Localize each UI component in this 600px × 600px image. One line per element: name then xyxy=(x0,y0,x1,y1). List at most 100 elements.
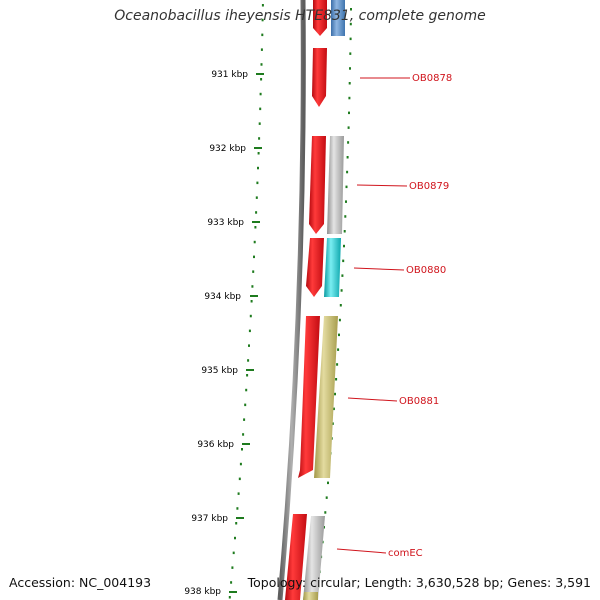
track-dot xyxy=(325,496,328,499)
gene-label-leader xyxy=(353,267,405,271)
ruler-dot xyxy=(245,388,248,392)
gene-arrow xyxy=(313,0,327,36)
ruler-dot xyxy=(257,166,259,170)
track-dot xyxy=(349,67,351,70)
ruler-dot xyxy=(236,507,239,510)
track-dot xyxy=(331,422,334,425)
track-dot xyxy=(347,141,350,144)
track-dot xyxy=(336,363,339,366)
track-dot xyxy=(349,22,352,26)
gene-bar xyxy=(303,516,325,600)
ruler-tick-label: 937 kbp xyxy=(191,514,228,524)
ruler-dot xyxy=(259,92,262,96)
ruler-dot xyxy=(257,152,260,155)
ruler-dot xyxy=(254,226,257,229)
ruler-dot xyxy=(260,48,263,51)
ruler-dot xyxy=(252,270,255,273)
ruler-dot xyxy=(228,596,231,599)
gene-bar xyxy=(331,0,345,36)
ruler-dot xyxy=(256,181,259,185)
ruler-dot xyxy=(255,211,258,214)
ruler-tick-label: 931 kbp xyxy=(211,70,248,80)
gene-arrow xyxy=(298,316,320,478)
ruler-dot xyxy=(251,285,254,288)
sequence-backbone xyxy=(277,0,306,600)
forward-strand-genes xyxy=(285,0,327,600)
ruler-minor-ticks xyxy=(228,4,264,599)
track-dot xyxy=(344,215,347,218)
ruler-dot xyxy=(235,522,238,525)
ruler-dot xyxy=(260,63,263,66)
ruler-dot xyxy=(234,536,236,540)
track-dot xyxy=(346,170,349,174)
ruler-tick-label: 935 kbp xyxy=(201,366,238,376)
track-dot xyxy=(343,244,345,248)
track-dot xyxy=(338,333,340,337)
gene-bar xyxy=(324,238,341,297)
track-dot xyxy=(348,111,350,115)
ruler-tick-label: 936 kbp xyxy=(197,440,234,450)
ruler-dot xyxy=(238,477,241,481)
track-dot xyxy=(348,96,351,100)
track-dot xyxy=(349,52,352,55)
track-dot xyxy=(345,200,347,203)
track-dot xyxy=(342,259,345,263)
ruler-dot xyxy=(237,492,240,495)
ruler-dot xyxy=(253,240,256,244)
track-dot xyxy=(350,8,352,11)
ruler-dot xyxy=(242,433,245,436)
ruler-tick-label: 933 kbp xyxy=(207,218,244,228)
gene-label[interactable]: OB0879 xyxy=(409,181,449,192)
track-dot xyxy=(343,230,346,233)
topology-text: Topology: circular; Length: 3,630,528 bp… xyxy=(247,575,591,590)
ruler-dot xyxy=(249,314,252,318)
gene-label[interactable]: comEC xyxy=(388,548,423,559)
ruler-dot xyxy=(260,78,263,81)
ruler-tick-label: 932 kbp xyxy=(209,144,246,154)
ruler-dot xyxy=(247,359,250,362)
ruler-tick-label: 938 kbp xyxy=(184,587,221,597)
ruler-dot xyxy=(248,329,251,333)
ruler-tick-label: 934 kbp xyxy=(204,292,241,302)
track-dot xyxy=(324,511,327,514)
track-dot xyxy=(338,318,341,322)
gene-label[interactable]: OB0880 xyxy=(406,265,446,276)
track-dot xyxy=(346,156,349,159)
track-dot xyxy=(334,392,336,396)
track-dot xyxy=(337,348,340,351)
ruler-dot xyxy=(258,122,261,125)
ruler-dot xyxy=(261,33,264,37)
genome-title: Oceanobacillus iheyensis HTE831, complet… xyxy=(114,8,486,24)
gene-arrow xyxy=(312,48,327,107)
track-dot xyxy=(348,82,351,85)
gene-label-leader xyxy=(356,184,408,187)
track-dot xyxy=(347,126,350,129)
track-dot xyxy=(339,304,342,307)
gene-label[interactable]: OB0881 xyxy=(399,396,439,407)
ruler-dot xyxy=(246,374,249,377)
track-dot xyxy=(349,37,352,41)
track-dot xyxy=(332,407,335,411)
ruler-dot xyxy=(230,581,233,584)
ruler-dot xyxy=(232,551,235,555)
gene-label[interactable]: OB0878 xyxy=(412,73,452,84)
ruler-dot xyxy=(258,137,261,140)
ruler-dot xyxy=(250,300,253,303)
track-dot xyxy=(327,481,329,485)
track-dot xyxy=(341,274,344,277)
ruler-dot xyxy=(239,462,242,466)
accession-text: Accession: NC_004193 xyxy=(9,575,152,590)
gene-bar xyxy=(303,592,318,600)
ruler-dot xyxy=(244,403,247,407)
ruler-dot xyxy=(248,344,250,347)
gene-labels: OB0878 OB0879 OB0880 OB0881 comEC xyxy=(336,73,452,559)
gene-arrow xyxy=(309,136,326,234)
gene-label-leader xyxy=(336,548,387,554)
gene-arrow xyxy=(306,238,324,297)
ruler-dot xyxy=(243,418,246,421)
gene-bar xyxy=(327,136,344,234)
ruler-dot xyxy=(259,107,262,111)
ruler-dot xyxy=(241,448,243,451)
ruler: 931 kbp 932 kbp 933 kbp 934 kbp 935 kbp … xyxy=(184,70,264,597)
